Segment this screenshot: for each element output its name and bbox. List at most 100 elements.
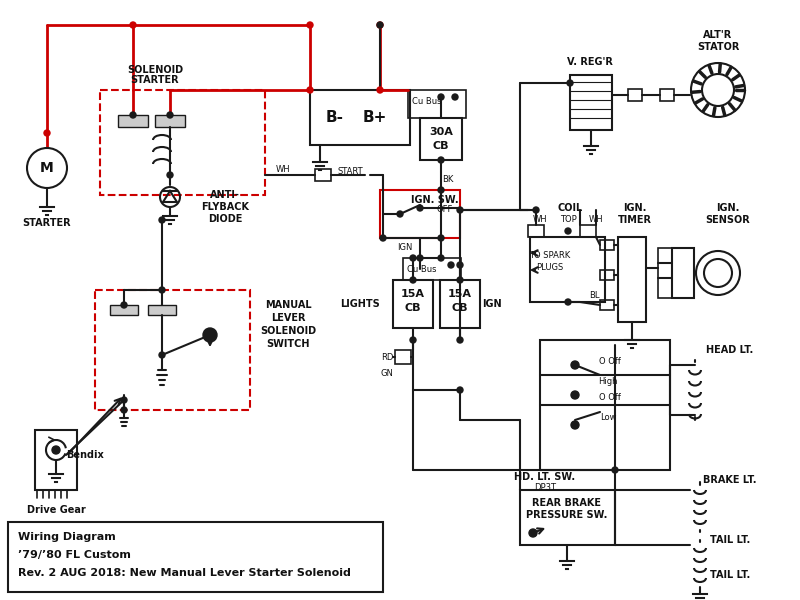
Circle shape: [457, 207, 463, 213]
Circle shape: [159, 352, 165, 358]
Text: ’79/’80 FL Custom: ’79/’80 FL Custom: [18, 550, 131, 560]
Bar: [600, 240, 614, 250]
Text: TO SPARK: TO SPARK: [530, 251, 570, 259]
Text: ALT'R: ALT'R: [703, 30, 733, 40]
Bar: [672, 248, 694, 298]
Text: O Off: O Off: [599, 358, 621, 367]
Bar: [35, 430, 77, 490]
Text: IGN: IGN: [398, 244, 413, 253]
Text: TAIL LT.: TAIL LT.: [710, 570, 750, 580]
Bar: [618, 237, 646, 322]
Text: CB: CB: [405, 303, 422, 313]
Circle shape: [457, 387, 463, 393]
Circle shape: [438, 187, 444, 193]
Bar: [110, 305, 138, 315]
Text: Low: Low: [600, 413, 616, 422]
Text: PLUGS: PLUGS: [536, 263, 564, 272]
Text: SENSOR: SENSOR: [706, 215, 750, 225]
Circle shape: [571, 421, 579, 429]
Text: FLYBACK: FLYBACK: [201, 202, 249, 212]
Circle shape: [448, 262, 454, 268]
Circle shape: [571, 361, 579, 369]
Text: B+: B+: [363, 110, 387, 125]
Bar: [580, 225, 596, 237]
Circle shape: [417, 255, 423, 261]
Circle shape: [696, 251, 740, 295]
Bar: [403, 258, 461, 280]
Circle shape: [704, 259, 732, 287]
Circle shape: [567, 80, 573, 86]
Text: Cu Bus: Cu Bus: [412, 97, 442, 106]
Text: CB: CB: [452, 303, 468, 313]
Circle shape: [27, 148, 67, 188]
Bar: [395, 350, 411, 364]
Circle shape: [438, 94, 444, 100]
Circle shape: [457, 277, 463, 283]
Bar: [118, 115, 148, 127]
Text: ANTI-: ANTI-: [210, 190, 240, 200]
Bar: [380, 190, 460, 238]
Bar: [600, 300, 614, 310]
Bar: [570, 75, 612, 130]
Circle shape: [397, 211, 403, 217]
Circle shape: [380, 235, 386, 241]
Circle shape: [203, 328, 217, 342]
Text: Rev. 2 AUG 2018: New Manual Lever Starter Solenoid: Rev. 2 AUG 2018: New Manual Lever Starte…: [18, 568, 351, 578]
Circle shape: [377, 22, 383, 28]
Text: O Off: O Off: [599, 394, 621, 403]
Circle shape: [410, 255, 416, 261]
Circle shape: [130, 22, 136, 28]
Bar: [440, 280, 480, 328]
Bar: [628, 89, 642, 101]
Text: STARTER: STARTER: [130, 75, 179, 85]
Text: IGN.: IGN.: [716, 203, 740, 213]
Bar: [660, 89, 674, 101]
Text: V. REG'R: V. REG'R: [567, 57, 613, 67]
Bar: [148, 305, 176, 315]
Text: IGN.: IGN.: [623, 203, 646, 213]
Text: LIGHTS: LIGHTS: [340, 299, 380, 309]
Circle shape: [159, 287, 165, 293]
Circle shape: [307, 87, 313, 93]
Circle shape: [533, 207, 539, 213]
Bar: [95, 290, 250, 410]
Text: Wiring Diagram: Wiring Diagram: [18, 532, 116, 542]
Text: START: START: [337, 166, 363, 175]
Text: STATOR: STATOR: [697, 42, 739, 52]
Text: B-: B-: [326, 110, 344, 125]
Text: 15A: 15A: [448, 289, 472, 299]
Circle shape: [452, 94, 458, 100]
Text: COIL: COIL: [558, 203, 582, 213]
Text: IGN. SW.: IGN. SW.: [411, 195, 459, 205]
Circle shape: [702, 74, 734, 106]
Text: HEAD LT.: HEAD LT.: [706, 345, 754, 355]
Text: SOLENOID: SOLENOID: [127, 65, 183, 75]
Bar: [520, 490, 615, 545]
Text: PRESSURE SW.: PRESSURE SW.: [526, 510, 608, 520]
Circle shape: [417, 205, 423, 211]
Bar: [315, 169, 331, 181]
Circle shape: [612, 467, 618, 473]
Circle shape: [410, 337, 416, 343]
Text: REAR BRAKE: REAR BRAKE: [533, 498, 602, 508]
Text: HD. LT. SW.: HD. LT. SW.: [514, 472, 575, 482]
Text: CB: CB: [433, 141, 450, 151]
Circle shape: [159, 217, 165, 223]
Circle shape: [457, 262, 463, 268]
Text: BRAKE LT.: BRAKE LT.: [703, 475, 757, 485]
Text: SOLENOID: SOLENOID: [260, 326, 316, 336]
Bar: [540, 340, 670, 470]
Text: STARTER: STARTER: [22, 218, 71, 228]
Text: 30A: 30A: [429, 127, 453, 137]
Text: TOP: TOP: [560, 215, 576, 224]
Bar: [8, 522, 383, 592]
Circle shape: [130, 112, 136, 118]
Bar: [658, 248, 672, 298]
Bar: [100, 90, 265, 195]
Circle shape: [565, 299, 571, 305]
Text: Bendix: Bendix: [66, 450, 104, 460]
Text: WH: WH: [276, 164, 290, 173]
Text: DIODE: DIODE: [208, 214, 242, 224]
Bar: [155, 115, 185, 127]
Circle shape: [44, 130, 50, 136]
